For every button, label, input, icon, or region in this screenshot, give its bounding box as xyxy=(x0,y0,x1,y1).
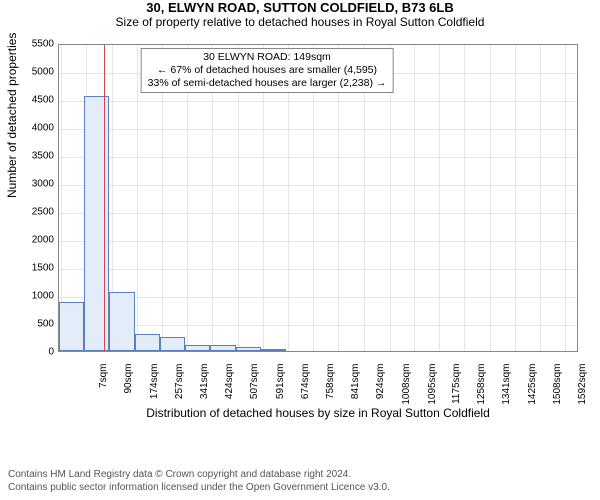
x-tick-label: 1095sqm xyxy=(427,364,438,414)
gridline-v xyxy=(439,45,440,351)
histogram-bar xyxy=(84,96,109,351)
histogram-bar xyxy=(236,347,261,351)
annotation-line: ← 67% of detached houses are smaller (4,… xyxy=(148,64,387,77)
y-tick-label: 3000 xyxy=(24,179,54,190)
x-tick-label: 591sqm xyxy=(275,364,286,414)
x-tick-label: 507sqm xyxy=(249,364,260,414)
y-tick-label: 2000 xyxy=(24,235,54,246)
x-tick-label: 1175sqm xyxy=(451,364,462,414)
y-tick-label: 1000 xyxy=(24,291,54,302)
gridline-v xyxy=(540,45,541,351)
x-tick-label: 1425sqm xyxy=(527,364,538,414)
x-tick-label: 424sqm xyxy=(224,364,235,414)
annotation-line: 33% of semi-detached houses are larger (… xyxy=(148,77,387,90)
histogram-bar xyxy=(59,302,84,351)
attribution-footer: Contains HM Land Registry data © Crown c… xyxy=(0,465,600,500)
x-tick-label: 1508sqm xyxy=(552,364,563,414)
x-tick-label: 174sqm xyxy=(148,364,159,414)
y-tick-label: 1500 xyxy=(24,263,54,274)
gridline-v xyxy=(565,45,566,351)
histogram-bar xyxy=(160,337,185,351)
histogram-bar xyxy=(135,334,160,351)
x-tick-label: 924sqm xyxy=(375,364,386,414)
y-tick-label: 500 xyxy=(24,319,54,330)
y-tick-label: 4500 xyxy=(24,95,54,106)
histogram-bar xyxy=(109,292,134,351)
gridline-v xyxy=(414,45,415,351)
histogram-bar xyxy=(210,345,235,351)
y-tick-label: 4000 xyxy=(24,123,54,134)
x-tick-label: 758sqm xyxy=(325,364,336,414)
gridline-v xyxy=(515,45,516,351)
y-tick-label: 2500 xyxy=(24,207,54,218)
footer-line2: Contains public sector information licen… xyxy=(8,482,592,495)
footer-line1: Contains HM Land Registry data © Crown c… xyxy=(8,469,592,482)
page-title: 30, ELWYN ROAD, SUTTON COLDFIELD, B73 6L… xyxy=(0,0,600,15)
histogram-bar xyxy=(261,349,286,351)
x-tick-label: 341sqm xyxy=(199,364,210,414)
y-axis-label: Number of detached properties xyxy=(5,33,19,198)
y-tick-label: 3500 xyxy=(24,151,54,162)
x-tick-label: 1592sqm xyxy=(577,364,588,414)
x-tick-label: 7sqm xyxy=(98,364,109,414)
gridline-v xyxy=(137,45,138,351)
plot-area: 30 ELWYN ROAD: 149sqm← 67% of detached h… xyxy=(58,44,578,352)
x-tick-label: 257sqm xyxy=(174,364,185,414)
x-tick-label: 1341sqm xyxy=(501,364,512,414)
y-tick-label: 5500 xyxy=(24,39,54,50)
property-marker-line xyxy=(104,45,105,351)
gridline-v xyxy=(490,45,491,351)
x-tick-label: 1258sqm xyxy=(476,364,487,414)
annotation-box: 30 ELWYN ROAD: 149sqm← 67% of detached h… xyxy=(141,48,394,93)
y-tick-label: 0 xyxy=(24,347,54,358)
x-tick-label: 674sqm xyxy=(300,364,311,414)
x-tick-label: 90sqm xyxy=(123,364,134,414)
page-subtitle: Size of property relative to detached ho… xyxy=(0,15,600,29)
x-tick-label: 841sqm xyxy=(350,364,361,414)
annotation-line: 30 ELWYN ROAD: 149sqm xyxy=(148,51,387,64)
chart-container: Number of detached properties 30 ELWYN R… xyxy=(0,34,600,430)
y-tick-label: 5000 xyxy=(24,67,54,78)
x-tick-label: 1008sqm xyxy=(401,364,412,414)
histogram-bar xyxy=(185,345,210,351)
gridline-v xyxy=(464,45,465,351)
